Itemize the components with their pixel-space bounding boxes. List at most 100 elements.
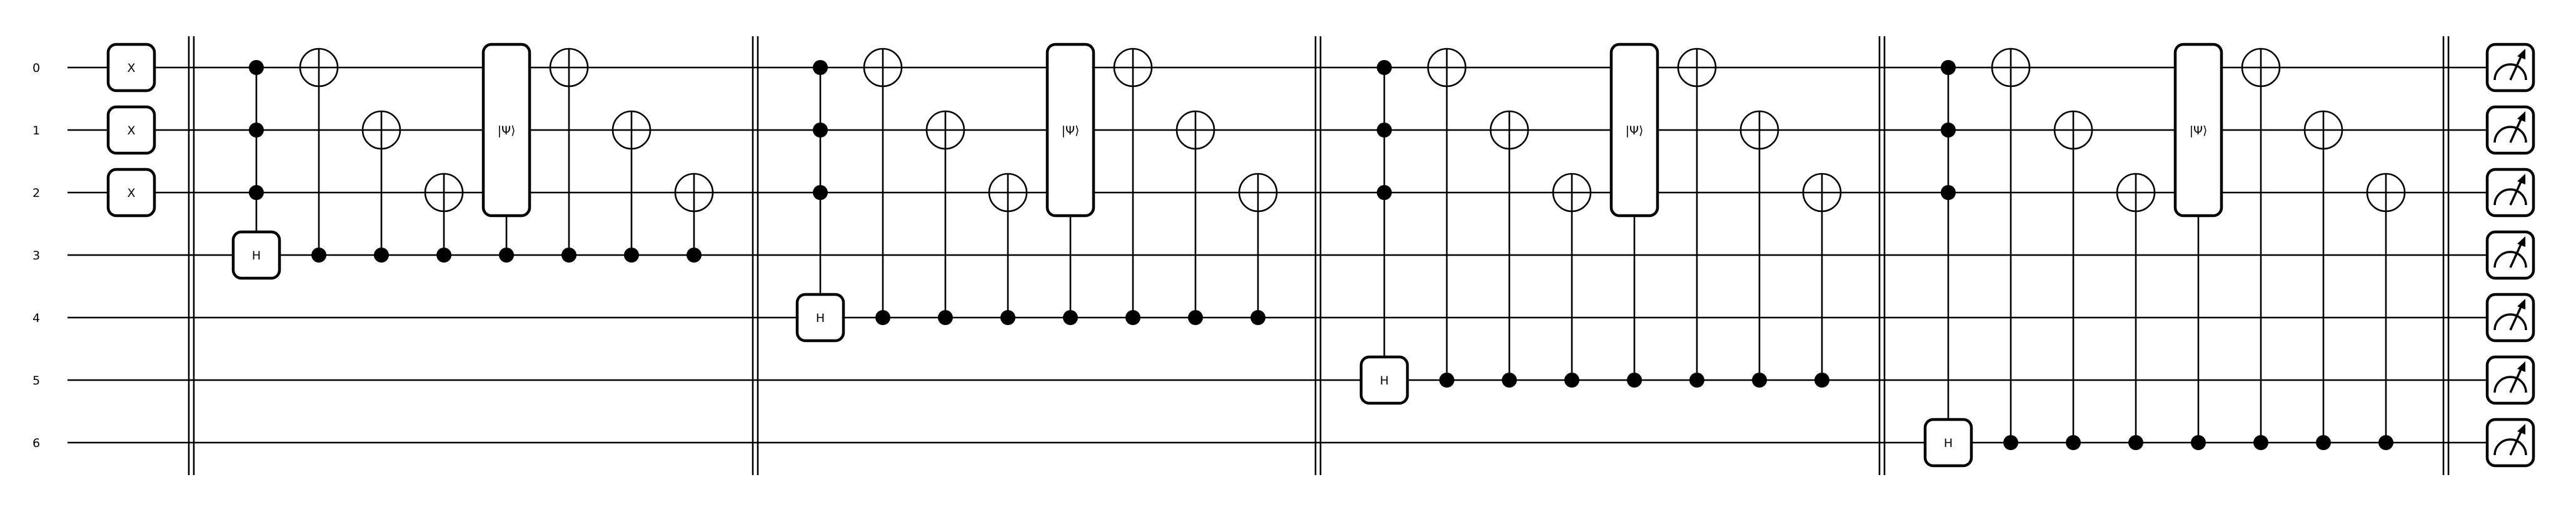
cnot-gate [1113, 48, 1153, 325]
psi-gate: |Ψ⟩ [1609, 43, 1659, 218]
gates-layer: X X X H |Ψ⟩ H |Ψ⟩ H |Ψ⟩ H |Ψ⟩ [106, 43, 2406, 468]
control-dot [813, 185, 828, 200]
barrier [752, 36, 759, 475]
measure-layer [2485, 43, 2535, 468]
meter-icon [2485, 293, 2535, 343]
target-oplus [549, 48, 589, 88]
control-dot [624, 248, 639, 263]
control-dot [1941, 123, 1956, 138]
cnot-gate [1739, 110, 1779, 388]
meter-icon [2485, 230, 2535, 280]
control-dot [687, 248, 702, 263]
control-dot [938, 310, 953, 325]
control-dot [1377, 60, 1392, 75]
target-oplus [1739, 110, 1779, 150]
cnot-gate [1489, 110, 1529, 388]
cnot-gate [863, 48, 903, 325]
qubit-label: 5 [33, 374, 40, 388]
control-dot [1627, 373, 1642, 388]
x-gate-label: X [127, 186, 135, 200]
cnot-gate [611, 110, 652, 263]
barriers-layer [188, 36, 2450, 475]
target-oplus [1113, 48, 1153, 88]
cnot-gate [674, 173, 714, 263]
cnot-gate [549, 48, 589, 263]
target-oplus [1175, 110, 1215, 150]
x-gate-label: X [127, 61, 135, 75]
h-gate: H [1923, 418, 1973, 468]
meter-icon [2485, 418, 2535, 468]
barrier [1314, 36, 1322, 475]
qubit-label: 2 [33, 186, 40, 200]
control-dot [2003, 435, 2018, 450]
control-dot [2191, 435, 2206, 450]
toffoli-h-gate [1941, 60, 1956, 443]
cnot-gate [2053, 110, 2093, 450]
control-dot [499, 248, 514, 263]
target-oplus [361, 110, 401, 150]
target-oplus [611, 110, 652, 150]
x-gate-label: X [127, 124, 135, 138]
control-dot [2253, 435, 2268, 450]
cnot-gate [361, 110, 401, 263]
control-dot [1000, 310, 1015, 325]
psi-gate: |Ψ⟩ [481, 43, 531, 218]
wires-layer: 0 1 2 3 4 5 6 [33, 61, 2487, 450]
cnot-gate [1238, 173, 1278, 325]
meter-icon [2485, 168, 2535, 218]
control-dot [1941, 60, 1956, 75]
cnot-gate [299, 48, 339, 263]
control-dot [1564, 373, 1579, 388]
x-gate: X [106, 168, 156, 218]
toffoli-h-gate [813, 60, 828, 318]
target-oplus [2116, 173, 2156, 213]
meter-icon [2485, 43, 2535, 93]
target-oplus [2303, 110, 2343, 150]
control-dot [1063, 310, 1078, 325]
target-oplus [1552, 173, 1592, 213]
target-oplus [1991, 48, 2031, 88]
control-dot [813, 123, 828, 138]
control-dot [875, 310, 890, 325]
h-gate-label: H [1380, 374, 1389, 388]
target-oplus [1677, 48, 1717, 88]
h-gate: H [795, 293, 845, 343]
cnot-gate [1427, 48, 1467, 388]
qubit-label: 4 [33, 311, 40, 325]
cnot-gate [925, 110, 965, 325]
qubit-label: 1 [33, 124, 40, 138]
h-gate: H [231, 230, 281, 280]
control-dot [813, 60, 828, 75]
control-dot [1814, 373, 1829, 388]
target-oplus [925, 110, 965, 150]
control-dot [249, 185, 264, 200]
target-oplus [988, 173, 1028, 213]
target-oplus [2366, 173, 2406, 213]
psi-gate: |Ψ⟩ [1045, 43, 1095, 218]
target-oplus [1489, 110, 1529, 150]
cnot-gate [1175, 110, 1215, 325]
controlled-psi-gate [1627, 193, 1642, 388]
x-gate: X [106, 105, 156, 155]
target-oplus [863, 48, 903, 88]
control-dot [1188, 310, 1203, 325]
control-dot [2316, 435, 2331, 450]
target-oplus [424, 173, 464, 213]
h-gate: H [1359, 355, 1409, 405]
control-dot [561, 248, 576, 263]
target-oplus [674, 173, 714, 213]
h-gate-label: H [252, 249, 261, 263]
toffoli-h-gate [249, 60, 264, 255]
psi-gate-label: |Ψ⟩ [2190, 124, 2208, 138]
qubit-label: 6 [33, 436, 40, 450]
cnot-gate [1552, 173, 1592, 388]
target-oplus [1802, 173, 1842, 213]
control-dot [436, 248, 451, 263]
psi-gate: |Ψ⟩ [2173, 43, 2223, 218]
cnot-gate [424, 173, 464, 263]
h-gate-label: H [816, 311, 825, 325]
control-dot [1377, 123, 1392, 138]
meter-icon [2485, 355, 2535, 405]
psi-gate-label: |Ψ⟩ [1626, 124, 1644, 138]
